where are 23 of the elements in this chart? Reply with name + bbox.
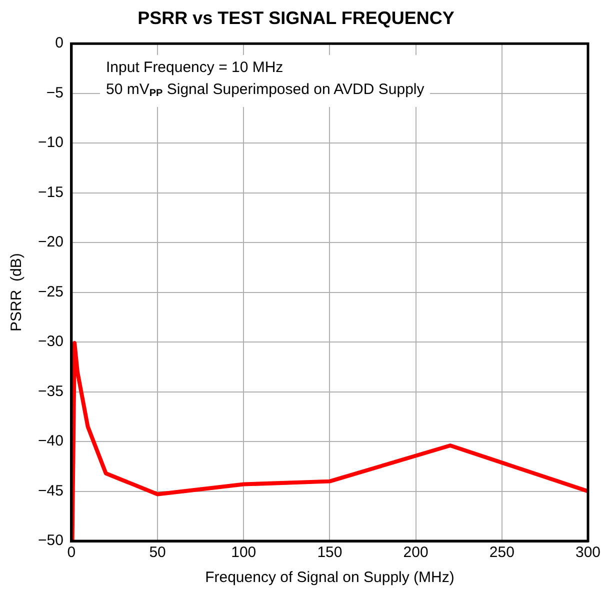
chart-title: PSRR vs TEST SIGNAL FREQUENCY <box>138 8 454 28</box>
x-tick-label: 250 <box>489 544 514 562</box>
y-tick-label: −35 <box>38 382 64 400</box>
x-tick-label: 150 <box>317 544 342 562</box>
y-tick-label: −10 <box>38 134 64 152</box>
x-tick-label: 200 <box>403 544 428 562</box>
y-tick-label: −40 <box>38 432 64 450</box>
y-tick-label: −50 <box>38 532 64 550</box>
x-tick-label: 50 <box>149 544 166 562</box>
y-tick-label: 0 <box>55 34 64 52</box>
x-tick-label: 100 <box>231 544 256 562</box>
x-tick-label: 300 <box>575 544 601 562</box>
annotation: 50 mV$_{PP}$ Signal Superimposed on AVDD Supply <box>106 80 424 101</box>
y-tick-label: −5 <box>46 84 64 102</box>
y-tick-label: −25 <box>38 283 64 300</box>
annotation: Input Frequency = 10 MHz <box>106 58 284 78</box>
y-tick-label: −15 <box>38 184 64 201</box>
y-axis-title: PSRR (dB) <box>8 253 26 332</box>
x-axis-title: Frequency of Signal on Supply (MHz) <box>205 569 454 586</box>
x-tick-label: 0 <box>67 544 76 562</box>
y-tick-label: −30 <box>38 333 64 350</box>
y-tick-label: −45 <box>38 482 64 500</box>
y-tick-label: −20 <box>38 234 64 251</box>
